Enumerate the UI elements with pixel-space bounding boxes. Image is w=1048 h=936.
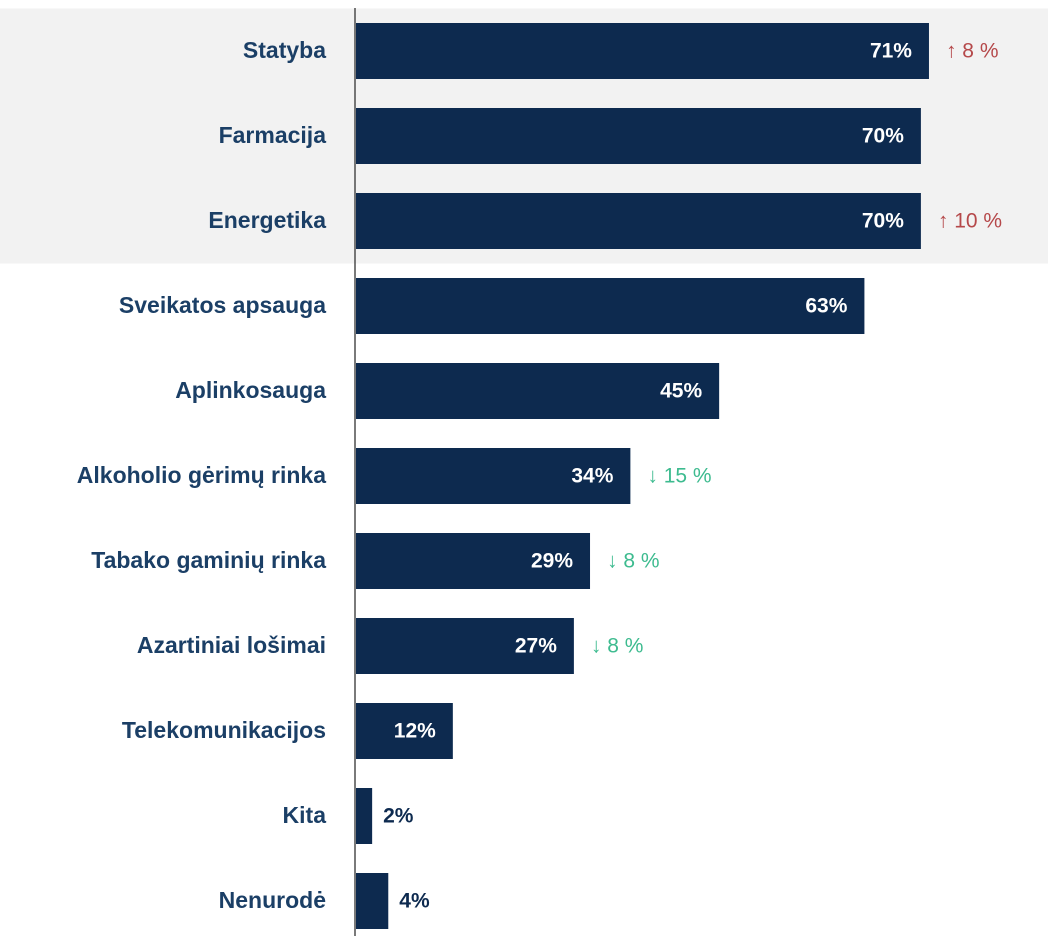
bar [356, 108, 921, 164]
value-label: 27% [515, 635, 557, 658]
value-label: 4% [399, 890, 430, 913]
bar [356, 193, 921, 249]
value-label: 2% [383, 805, 414, 828]
value-label: 34% [571, 465, 613, 488]
change-annotation: ↓ 8 % [607, 550, 660, 573]
change-annotation: ↓ 8 % [591, 635, 644, 658]
bar [356, 23, 929, 79]
bar [356, 278, 865, 334]
category-label: Aplinkosauga [175, 377, 326, 403]
value-label: 12% [394, 720, 436, 743]
bar [356, 788, 373, 844]
category-label: Azartiniai lošimai [137, 632, 326, 658]
bar [356, 533, 591, 589]
bar [356, 873, 389, 929]
bar [356, 448, 631, 504]
value-label: 70% [862, 125, 904, 148]
bar [356, 703, 453, 759]
value-label: 45% [660, 380, 702, 403]
value-label: 71% [870, 40, 912, 63]
category-label: Telekomunikacijos [122, 717, 326, 743]
category-label: Tabako gaminių rinka [91, 547, 326, 573]
category-label: Kita [283, 802, 327, 828]
value-label: 29% [531, 550, 573, 573]
category-label: Energetika [208, 207, 326, 233]
change-annotation: ↓ 15 % [647, 465, 711, 488]
category-label: Statyba [243, 37, 326, 63]
value-label: 63% [805, 295, 847, 318]
bar [356, 363, 720, 419]
category-label: Farmacija [219, 122, 327, 148]
category-label: Nenurodė [219, 887, 326, 913]
change-annotation: ↑ 8 % [946, 40, 999, 63]
category-label: Alkoholio gėrimų rinka [77, 462, 326, 488]
change-annotation: ↑ 10 % [938, 210, 1002, 233]
bar [356, 618, 574, 674]
value-label: 70% [862, 210, 904, 233]
category-label: Sveikatos apsauga [119, 292, 326, 318]
